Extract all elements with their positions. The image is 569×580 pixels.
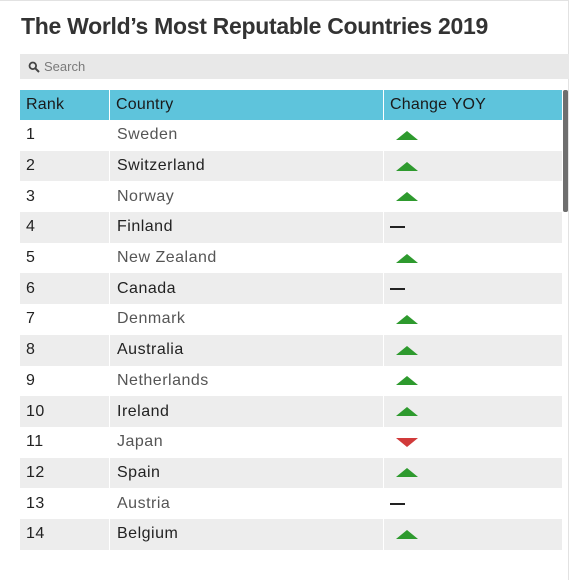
table-row: 6 Canada (20, 273, 562, 305)
rank-cell: 4 (26, 218, 36, 236)
rank-cell: 9 (26, 371, 36, 389)
no-change-icon (390, 226, 405, 229)
table-row: 10 Ireland (20, 396, 562, 427)
arrow-up-icon (396, 529, 418, 539)
table-row: 2 Switzerland (20, 150, 562, 182)
change-cell (383, 304, 562, 335)
scrollbar[interactable] (563, 90, 568, 212)
change-cell (383, 396, 562, 427)
country-cell: Finland (109, 212, 383, 243)
change-cell (383, 212, 562, 243)
rank-cell: 14 (26, 525, 45, 543)
table-row: 14 Belgium (20, 518, 562, 550)
country-cell: Netherlands (109, 365, 383, 397)
arrow-up-icon (396, 253, 418, 263)
table-row: 11 Japan (20, 426, 562, 458)
arrow-up-icon (396, 130, 418, 140)
rank-cell: 12 (26, 463, 45, 481)
arrow-up-icon (396, 314, 418, 324)
rank-cell: 8 (26, 341, 36, 359)
change-cell (383, 120, 562, 151)
rank-cell: 1 (26, 126, 36, 144)
change-cell (383, 457, 562, 489)
column-header-change[interactable]: Change YOY (383, 90, 562, 120)
table-row: 12 Spain (20, 457, 562, 489)
rank-cell: 10 (26, 402, 45, 420)
change-cell (383, 488, 562, 519)
table-row: 13 Austria (20, 488, 562, 519)
search-icon (28, 61, 40, 73)
change-cell (383, 334, 562, 366)
rank-cell: 3 (26, 187, 36, 205)
country-cell: Norway (109, 181, 383, 213)
country-cell: Ireland (109, 396, 383, 427)
rank-cell: 5 (26, 249, 36, 267)
table-header: Rank Country Change YOY (20, 90, 562, 120)
change-cell (383, 242, 562, 274)
country-cell: Austria (109, 488, 383, 519)
no-change-icon (390, 287, 405, 290)
rank-cell: 7 (26, 310, 36, 328)
table-row: 8 Australia (20, 334, 562, 366)
change-cell (383, 365, 562, 397)
rank-cell: 11 (26, 433, 44, 451)
country-cell: Australia (109, 334, 383, 366)
arrow-down-icon (396, 437, 418, 447)
arrow-up-icon (396, 376, 418, 386)
rank-cell: 2 (26, 157, 36, 175)
page-title: The World’s Most Reputable Countries 201… (21, 13, 488, 39)
country-cell: New Zealand (109, 242, 383, 274)
search-bar[interactable] (20, 54, 569, 79)
arrow-up-icon (396, 345, 418, 355)
country-cell: Spain (109, 457, 383, 489)
change-cell (383, 518, 562, 550)
ranking-table: Rank Country Change YOY 1 Sweden 2 Switzerl… (20, 90, 562, 550)
country-cell: Japan (109, 426, 383, 458)
change-cell (383, 150, 562, 182)
arrow-up-icon (396, 407, 418, 417)
rank-cell: 13 (26, 494, 45, 512)
column-header-rank[interactable]: Rank (26, 96, 65, 113)
country-cell: Canada (109, 273, 383, 305)
arrow-up-icon (396, 468, 418, 478)
column-header-country[interactable]: Country (109, 90, 383, 120)
country-cell: Denmark (109, 304, 383, 335)
table-row: 4 Finland (20, 212, 562, 243)
table-body: 1 Sweden 2 Switzerland 3 Norway 4 Finland 5 New Z… (20, 120, 562, 550)
no-change-icon (390, 502, 405, 505)
change-cell (383, 273, 562, 305)
arrow-up-icon (396, 192, 418, 202)
table-row: 9 Netherlands (20, 365, 562, 397)
country-cell: Belgium (109, 518, 383, 550)
change-cell (383, 181, 562, 213)
table-row: 5 New Zealand (20, 242, 562, 274)
search-input[interactable] (44, 59, 524, 74)
country-cell: Sweden (109, 120, 383, 151)
table-row: 1 Sweden (20, 120, 562, 151)
change-cell (383, 426, 562, 458)
arrow-up-icon (396, 161, 418, 171)
rank-cell: 6 (26, 279, 36, 297)
table-row: 7 Denmark (20, 304, 562, 335)
table-row: 3 Norway (20, 181, 562, 213)
country-cell: Switzerland (109, 150, 383, 182)
